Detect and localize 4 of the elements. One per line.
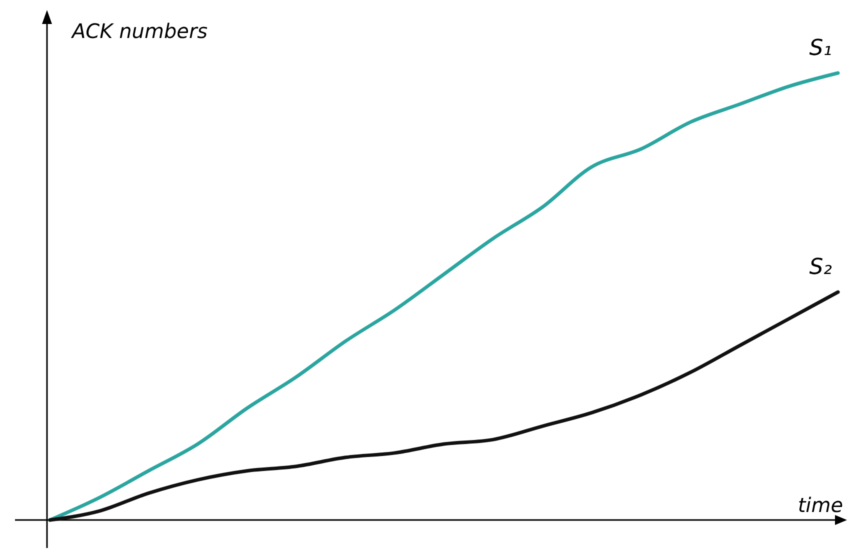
x-axis-title: time — [798, 493, 843, 517]
series-label: S₂ — [809, 255, 832, 280]
series-label: S₁ — [809, 36, 832, 61]
y-axis-title: ACK numbers — [70, 19, 208, 43]
